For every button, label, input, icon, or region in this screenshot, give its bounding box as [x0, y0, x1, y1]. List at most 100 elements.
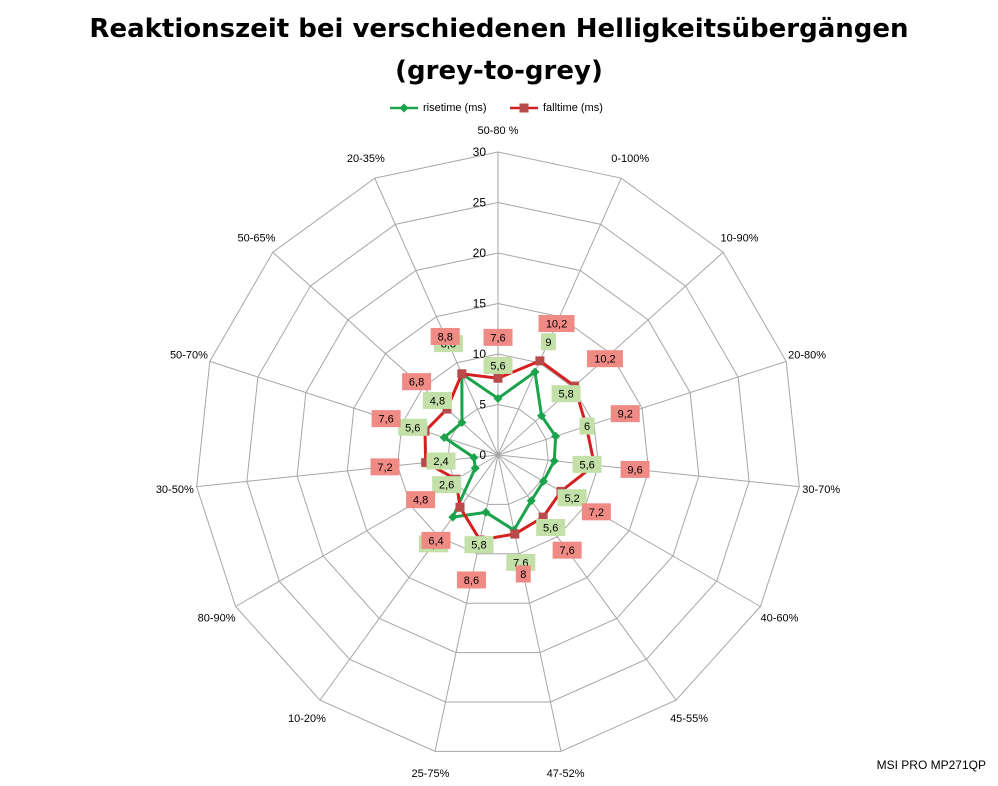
data-label: 7,6 — [559, 545, 574, 557]
data-point — [442, 404, 452, 414]
data-point — [549, 456, 559, 466]
data-label-box — [464, 536, 494, 554]
series-line — [423, 359, 596, 542]
grid-spoke — [434, 454, 499, 752]
data-label-box — [572, 455, 602, 473]
data-label-box — [402, 373, 432, 391]
category-label: 25-75% — [411, 768, 449, 780]
category-label: 20-80% — [788, 350, 826, 362]
legend-label-falltime: falltime (ms) — [543, 102, 603, 114]
category-label: 80-90% — [198, 613, 236, 625]
radial-tick-label: 0 — [479, 448, 486, 462]
data-label-box — [432, 476, 462, 494]
data-label: 7,6 — [378, 414, 393, 426]
data-label-box — [371, 410, 401, 428]
data-label-box — [426, 452, 456, 470]
data-point — [510, 529, 520, 539]
data-point — [457, 418, 467, 428]
grid-spoke — [497, 454, 677, 701]
data-point — [535, 356, 545, 366]
data-label: 4,8 — [430, 395, 445, 407]
data-label-box — [430, 327, 460, 345]
chart-title: Reaktionszeit bei verschiedenen Helligke… — [0, 8, 998, 92]
category-label: 30-70% — [802, 484, 840, 496]
data-label-box — [557, 489, 587, 507]
category-label: 10-20% — [288, 713, 326, 725]
data-label-box — [579, 417, 595, 435]
data-label: 2,4 — [433, 456, 448, 468]
grid-spoke — [497, 360, 787, 456]
legend-marker-risetime-icon — [390, 103, 418, 113]
radial-tick-label: 5 — [479, 398, 486, 412]
series-falltime — [420, 356, 599, 545]
category-label: 40-60% — [760, 613, 798, 625]
data-label-box — [620, 460, 650, 478]
data-point — [457, 369, 467, 379]
grid-spoke — [497, 454, 562, 752]
radial-tick-label: 10 — [473, 347, 487, 361]
data-point — [448, 512, 458, 522]
radar-grid: 0 5 10 15 20 25 30 — [196, 145, 800, 752]
legend-marker-falltime-icon — [510, 103, 538, 113]
data-label-box — [538, 315, 575, 333]
radial-tick-label: 15 — [473, 297, 487, 311]
category-label: 47-52% — [547, 768, 585, 780]
data-label: 7,2 — [589, 507, 604, 519]
grid-ring — [196, 151, 800, 752]
category-label: 45-55% — [670, 713, 708, 725]
grid-ring — [296, 252, 700, 654]
category-label: 10-90% — [721, 233, 759, 245]
data-label-box — [610, 405, 640, 423]
category-label: 50-65% — [238, 233, 276, 245]
radial-tick-label: 20 — [473, 246, 487, 260]
data-label: 5,8 — [471, 540, 486, 552]
data-label-box — [421, 531, 451, 549]
grid-ring — [346, 302, 650, 604]
data-label: 6,8 — [409, 377, 424, 389]
data-point — [526, 496, 536, 506]
data-point — [493, 373, 503, 383]
data-label-box — [422, 391, 452, 409]
grid-ring — [246, 201, 750, 703]
data-point — [537, 411, 547, 421]
legend-label-risetime: risetime (ms) — [423, 102, 487, 114]
data-label: 5,8 — [558, 389, 573, 401]
data-point — [470, 463, 480, 473]
data-label-box — [483, 356, 513, 374]
data-point — [455, 502, 465, 512]
grid-ring — [397, 353, 599, 555]
category-label: 50-80 % — [478, 125, 519, 137]
data-point — [551, 431, 561, 441]
data-label: 5,6 — [490, 360, 505, 372]
data-point — [469, 453, 479, 463]
data-label: 6 — [584, 421, 590, 433]
data-label: 9 — [545, 337, 551, 349]
series-line — [442, 370, 558, 532]
data-label: 5,6 — [543, 522, 558, 534]
data-label: 9,2 — [618, 409, 633, 421]
data-label-box — [515, 565, 531, 583]
category-label: 30-50% — [156, 484, 194, 496]
data-label-box — [581, 503, 611, 521]
data-label-box — [406, 491, 436, 509]
data-label: 5,6 — [405, 422, 420, 434]
category-label: 0-100% — [611, 153, 649, 165]
data-label: 10,2 — [594, 354, 615, 366]
data-point — [493, 393, 503, 403]
category-label: 50-70% — [170, 350, 208, 362]
data-label: 5,2 — [564, 493, 579, 505]
data-label: 7,6 — [490, 332, 505, 344]
data-labels-falltime: 7,6 10,2 10,2 9,2 9,6 7,2 7,6 8 8,6 6,4 4,8 7,2 7,6 6… — [370, 315, 650, 589]
category-label: 20-35% — [347, 153, 385, 165]
data-point — [538, 476, 548, 486]
data-label: 5,6 — [579, 459, 594, 471]
data-label: 8,8 — [438, 331, 453, 343]
data-label-box — [483, 328, 513, 346]
grid-spoke — [209, 360, 499, 456]
chart-title-line2: (grey-to-grey) — [395, 56, 603, 86]
grid-spoke — [319, 454, 499, 701]
data-label-box — [540, 333, 556, 351]
grid-spoke — [374, 177, 499, 456]
data-label: 8 — [520, 569, 526, 581]
